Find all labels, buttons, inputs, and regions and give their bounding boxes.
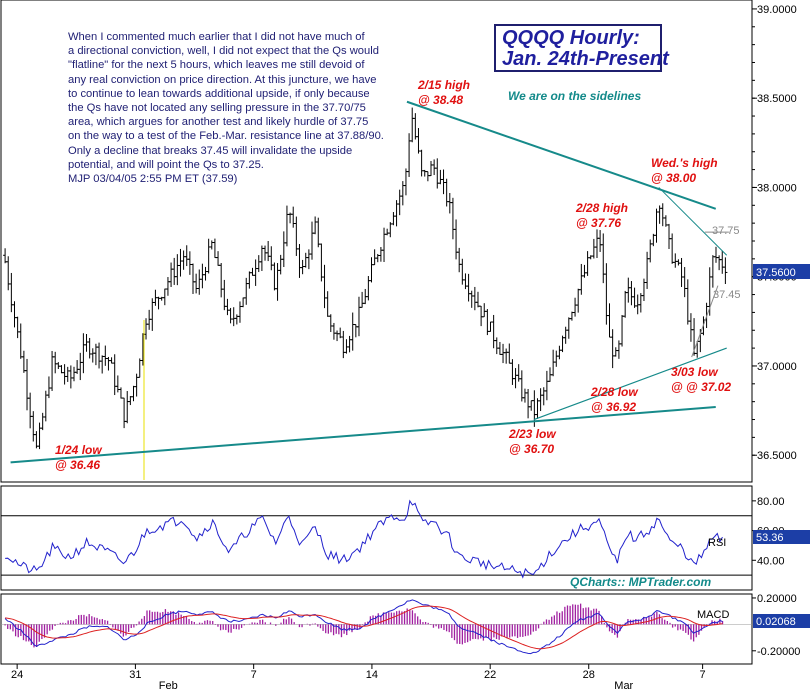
- x-tick-label: 24: [11, 669, 23, 681]
- rsi-label: RSI: [708, 537, 726, 549]
- commentary: When I commented much earlier that I did…: [68, 30, 418, 186]
- x-tick-label: 7: [251, 669, 257, 681]
- last-price-box: [753, 264, 810, 279]
- rsi-value: 53.36: [756, 532, 784, 544]
- commentary-line: potential, and will point the Qs to 37.2…: [68, 158, 264, 171]
- chart-title-box: QQQQ Hourly: Jan. 24th-Present: [494, 24, 669, 72]
- lower-support-trendline: [10, 406, 716, 464]
- macd-signal-line: [5, 605, 723, 650]
- macd-value: 0.02068: [756, 616, 796, 628]
- commentary-line: When I commented much earlier that I did…: [68, 31, 365, 43]
- price-annotation-value: @ 37.76: [576, 216, 621, 230]
- price-tick-label: 39.0000: [757, 4, 797, 16]
- price-tick-label: 37.0000: [757, 361, 797, 373]
- resistance-trendline: [406, 100, 717, 210]
- price-annotation-label: 2/15 high: [417, 78, 470, 92]
- price-annotation-label: Wed.'s high: [651, 156, 718, 170]
- sidelines-note: We are on the sidelines: [508, 89, 641, 103]
- price-annotation-label: 1/24 low: [55, 443, 102, 457]
- last-price-value: 37.5600: [756, 267, 796, 279]
- price-annotation-value: @ 38.00: [651, 171, 696, 185]
- commentary-line: any real conviction on price direction. …: [68, 73, 377, 86]
- price-annotation-value: @ 36.46: [55, 458, 100, 472]
- x-tick-label: 31: [129, 669, 141, 681]
- short-resistance-line: [658, 187, 728, 256]
- commentary-line: Only a decline that breaks 37.45 will in…: [68, 144, 353, 157]
- chart-title-line-2: Jan. 24th-Present: [502, 48, 669, 70]
- x-tick-label: 14: [366, 669, 378, 681]
- price-annotation-label: 2/28 low: [590, 385, 638, 399]
- price-annotation-label: 3/03 low: [671, 365, 718, 379]
- price-annotation-value: @ 36.92: [591, 400, 636, 414]
- price-annotation-value: @ 38.48: [418, 93, 463, 107]
- x-month-label: Feb: [159, 680, 178, 692]
- price-tick-label: 38.0000: [757, 182, 797, 194]
- x-month-label: Mar: [614, 680, 633, 692]
- commentary-line: "flatline" for the next 5 hours, which l…: [68, 59, 365, 72]
- commentary-line: on the way to a test of the Feb.-Mar. re…: [68, 130, 384, 143]
- commentary-line: the Qs have not located any selling pres…: [68, 102, 366, 115]
- macd-tick-label: -0.20000: [757, 646, 800, 658]
- macd-tick-label: 0.20000: [757, 593, 797, 605]
- x-tick-label: 28: [583, 669, 595, 681]
- commentary-line: to continue to lean towards additional u…: [68, 87, 370, 100]
- macd-label: MACD: [697, 609, 729, 621]
- x-tick-label: 22: [484, 669, 496, 681]
- commentary-line: a directional conviction, well, I did no…: [68, 45, 379, 58]
- price-annotation-label: 2/23 low: [508, 427, 556, 441]
- chart-title-line-1: QQQQ Hourly:: [502, 27, 640, 49]
- rising-support-trendline: [533, 347, 727, 421]
- price-bars: [3, 107, 728, 450]
- price-annotation-value: @ 36.70: [509, 442, 554, 456]
- price-annotation-value: @ @ 37.02: [671, 380, 731, 394]
- commentary-signature: MJP 03/04/05 2:55 PM ET (37.59): [68, 173, 238, 186]
- level-label-37-45: 37.45: [713, 289, 741, 301]
- short-support-line: [691, 285, 719, 358]
- rsi-tick-label: 80.00: [757, 496, 785, 508]
- level-label-37-75: 37.75: [712, 225, 740, 237]
- rsi-value-box: [753, 530, 810, 544]
- macd-value-box: [753, 614, 810, 628]
- price-tick-label: 36.5000: [757, 450, 797, 462]
- watermark: QCharts:: MPTrader.com: [570, 575, 711, 589]
- rsi-panel-border: [0, 485, 753, 591]
- x-tick-label: 7: [700, 669, 706, 681]
- rsi-tick-label: 40.00: [757, 555, 785, 567]
- price-annotation-label: 2/28 high: [575, 201, 628, 215]
- price-tick-label: 38.5000: [757, 93, 797, 105]
- rsi-line: [5, 499, 723, 579]
- commentary-line: area, which argues for another test and …: [68, 116, 369, 129]
